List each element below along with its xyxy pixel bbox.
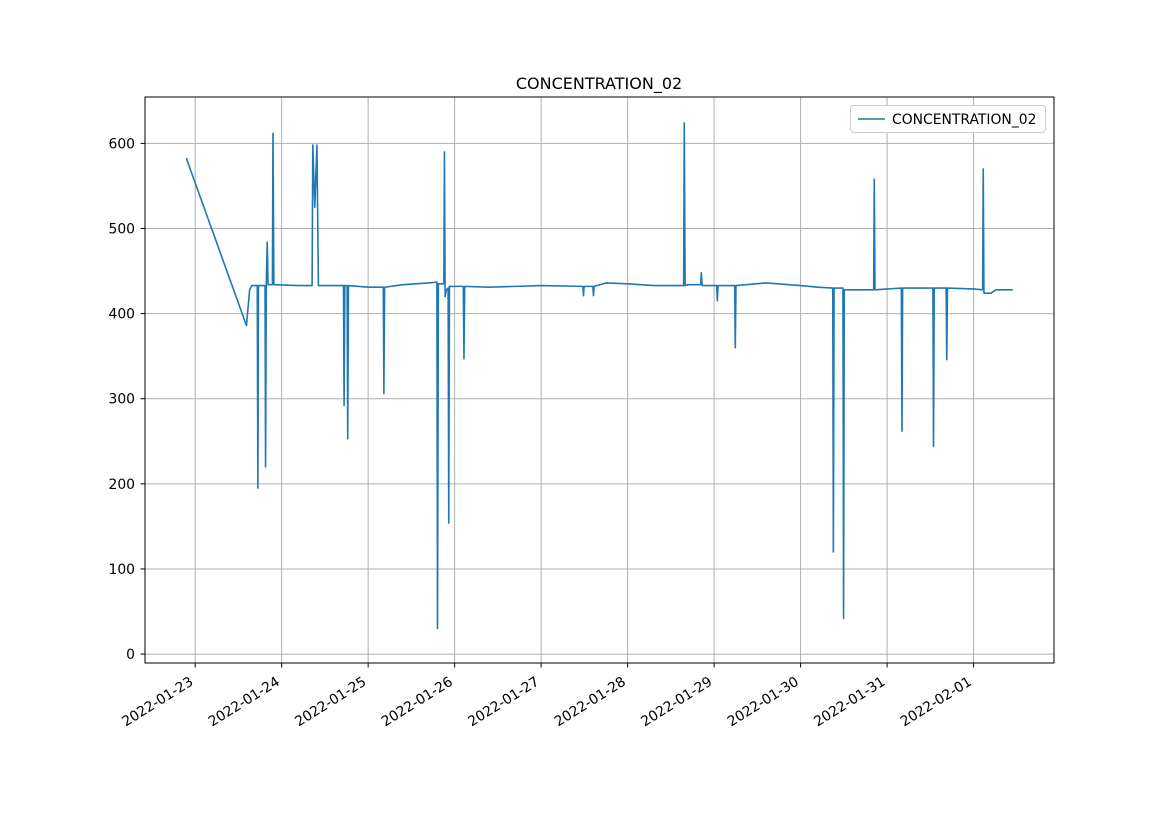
chart-title: CONCENTRATION_02 <box>516 74 682 94</box>
y-tick-label: 300 <box>108 392 135 408</box>
grid-layer <box>145 97 1054 663</box>
legend-box <box>850 105 1046 133</box>
y-tick-label: 500 <box>108 221 135 237</box>
x-tick-label: 2022-01-28 <box>552 674 629 730</box>
legend-label: CONCENTRATION_02 <box>892 112 1036 128</box>
x-tick-label: 2022-01-26 <box>379 674 456 730</box>
x-tick-label: 2022-01-30 <box>725 674 802 730</box>
x-tick-label: 2022-01-25 <box>292 674 369 730</box>
y-tick-label: 200 <box>108 477 135 493</box>
series-layer <box>185 122 1014 630</box>
x-tick-label: 2022-01-31 <box>811 674 888 730</box>
y-tick-label: 0 <box>126 647 135 663</box>
x-tick-label: 2022-01-23 <box>119 674 196 730</box>
y-tick-label: 400 <box>108 307 135 323</box>
y-tick-label: 600 <box>108 136 135 152</box>
plot-border <box>144 96 1055 664</box>
legend: CONCENTRATION_02 <box>850 105 1046 133</box>
series-line <box>185 122 1014 630</box>
x-tick-label: 2022-01-27 <box>465 674 542 730</box>
x-tick-label: 2022-01-24 <box>206 674 283 730</box>
y-tick-label: 100 <box>108 562 135 578</box>
x-tick-label: 2022-02-01 <box>898 674 975 730</box>
x-tick-label: 2022-01-29 <box>638 674 715 730</box>
